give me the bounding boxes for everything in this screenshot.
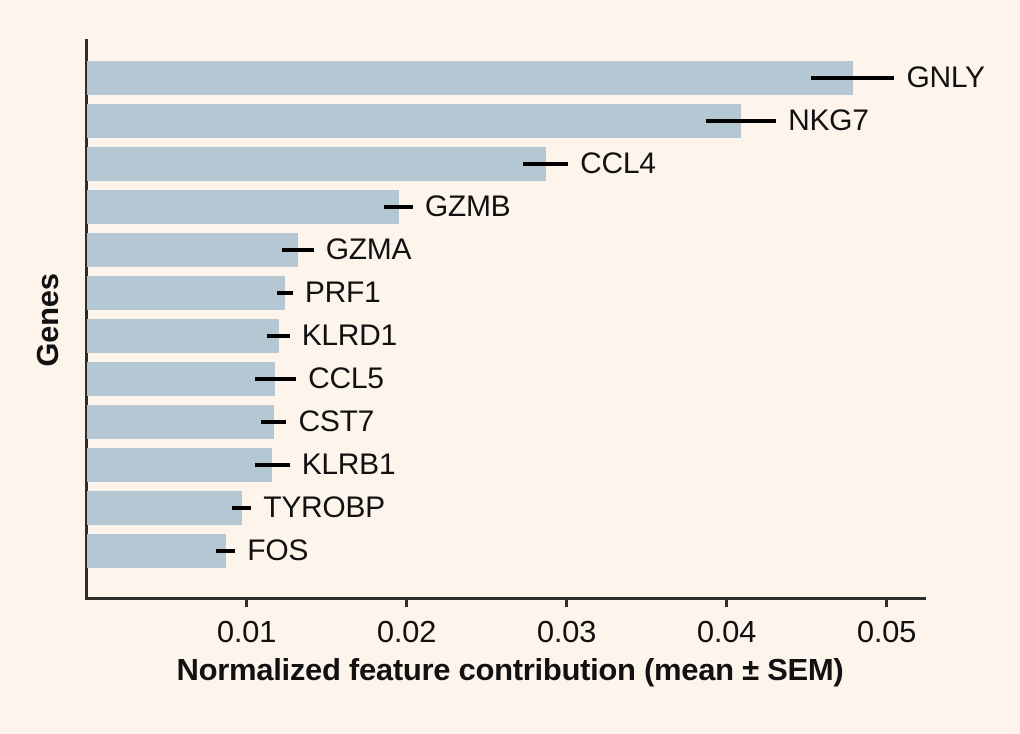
bar-gnly: [87, 61, 853, 95]
gene-label-gzmb: GZMB: [424, 190, 511, 223]
y-axis-line: [85, 39, 88, 600]
gene-label-ccl4: CCL4: [580, 147, 656, 180]
error-bar-prf1: [276, 291, 293, 295]
error-bar-tyrobp: [232, 506, 252, 510]
bar-cst7: [87, 405, 274, 439]
gene-label-cst7: CST7: [298, 405, 375, 438]
gene-label-prf1: PRF1: [304, 276, 381, 309]
bar-klrb1: [87, 448, 273, 482]
x-tick-label: 0.02: [376, 614, 437, 649]
x-tick-label: 0.05: [856, 614, 917, 649]
bar-fos: [87, 534, 226, 568]
gene-label-tyrobp: TYROBP: [263, 491, 385, 524]
y-axis-title: Genes: [30, 273, 65, 367]
gene-label-gzma: GZMA: [325, 233, 412, 266]
error-bar-nkg7: [705, 119, 777, 123]
gene-label-ccl5: CCL5: [308, 362, 384, 395]
bar-nkg7: [87, 104, 741, 138]
gene-label-nkg7: NKG7: [788, 104, 869, 137]
x-axis-line: [85, 597, 926, 600]
error-bar-fos: [216, 549, 236, 553]
error-bar-cst7: [260, 420, 287, 424]
error-bar-gzma: [281, 248, 314, 252]
gene-label-klrb1: KLRB1: [301, 448, 396, 481]
x-tick-mark: [885, 600, 888, 607]
error-bar-klrd1: [267, 334, 290, 338]
bar-gzmb: [87, 190, 399, 224]
error-bar-ccl4: [523, 162, 569, 166]
x-tick-mark: [725, 600, 728, 607]
gene-label-gnly: GNLY: [906, 61, 986, 94]
gene-label-fos: FOS: [247, 534, 309, 567]
x-tick-label: 0.03: [536, 614, 597, 649]
gene-label-klrd1: KLRD1: [301, 319, 398, 352]
x-tick-mark: [405, 600, 408, 607]
error-bar-gzmb: [384, 205, 413, 209]
error-bar-klrb1: [254, 463, 290, 467]
x-tick-label: 0.04: [696, 614, 757, 649]
x-tick-label: 0.01: [216, 614, 277, 649]
error-bar-ccl5: [254, 377, 297, 381]
bar-prf1: [87, 276, 285, 310]
bar-ccl4: [87, 147, 546, 181]
bar-gzma: [87, 233, 298, 267]
bar-ccl5: [87, 362, 276, 396]
x-axis-title: Normalized feature contribution (mean ± …: [176, 652, 844, 687]
bar-tyrobp: [87, 491, 242, 525]
bar-klrd1: [87, 319, 279, 353]
error-bar-gnly: [811, 76, 895, 80]
x-tick-mark: [565, 600, 568, 607]
x-tick-mark: [245, 600, 248, 607]
